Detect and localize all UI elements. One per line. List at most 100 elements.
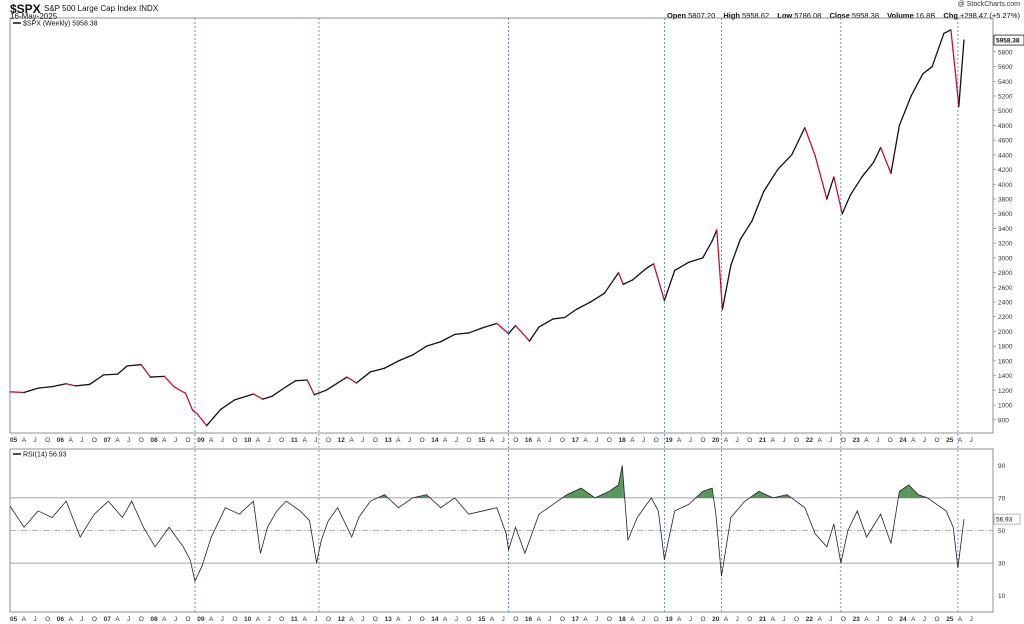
rsi-x-tick-label: O: [420, 616, 425, 623]
price-x-tick-label: A: [583, 437, 588, 444]
price-x-tick-label: A: [771, 437, 776, 444]
rsi-x-tick-label: 18: [619, 616, 627, 623]
price-line-segment: [943, 29, 952, 35]
price-tick-label: 800: [998, 417, 1009, 424]
price-tick-label: 1600: [998, 358, 1013, 365]
rsi-x-tick-label: A: [396, 616, 401, 623]
price-line-segment: [454, 332, 470, 336]
rsi-x-tick-label: 17: [572, 616, 580, 623]
price-x-tick-label: O: [654, 437, 659, 444]
price-x-tick-label: A: [630, 437, 635, 444]
price-x-tick-label: O: [139, 437, 144, 444]
price-line-segment: [898, 95, 912, 127]
price-tick-label: 5600: [998, 64, 1013, 71]
low-value: 5786.08: [794, 11, 822, 20]
price-x-tick-label: O: [560, 437, 565, 444]
price-tick-label: 3000: [998, 255, 1013, 262]
price-tick-label: 5400: [998, 79, 1013, 86]
price-x-tick-label: O: [466, 437, 471, 444]
price-tick-label: 5000: [998, 108, 1013, 115]
rsi-x-tick-label: A: [443, 616, 448, 623]
close-value: 5958.38: [851, 11, 880, 20]
price-x-tick-label: J: [642, 437, 645, 444]
rsi-x-tick-label: A: [349, 616, 354, 623]
rsi-overbought-fill: [908, 484, 919, 498]
price-line-segment: [721, 264, 732, 311]
quote-summary: Open 5807.20 High 5958.62 Low 5786.08 Close…: [661, 11, 1020, 20]
rsi-x-tick-label: 21: [759, 616, 767, 623]
price-line-segment: [841, 194, 851, 215]
price-line-segment: [950, 29, 957, 75]
rsi-overbought-fill: [609, 484, 619, 498]
price-last-value: 5958.38: [996, 38, 1020, 45]
price-x-tick-label: 21: [759, 437, 767, 444]
exchange-code: INDX: [139, 4, 159, 13]
price-line-segment: [880, 146, 892, 174]
price-line-segment: [751, 191, 765, 222]
price-line-segment: [552, 316, 566, 320]
price-x-tick-label: 08: [150, 437, 158, 444]
price-x-tick-label: A: [490, 437, 495, 444]
rsi-x-tick-label: O: [700, 616, 705, 623]
price-line-segment: [645, 263, 655, 269]
price-line-segment: [631, 267, 648, 281]
high-label: High: [723, 11, 741, 20]
rsi-x-tick-label: J: [689, 616, 692, 623]
price-x-tick-label: J: [548, 437, 551, 444]
brand-watermark: @ StockCharts.com: [957, 1, 1020, 8]
price-line-segment: [271, 385, 287, 397]
price-x-tick-label: A: [69, 437, 74, 444]
price-line-segment: [397, 354, 414, 362]
instrument-name: S&P 500 Large Cap Index INDX: [44, 4, 158, 13]
price-x-tick-label: O: [888, 437, 893, 444]
price-tick-label: 1200: [998, 388, 1013, 395]
price-line-segment: [313, 389, 327, 396]
price-line-segment: [538, 318, 554, 328]
price-line-segment: [702, 240, 713, 259]
rsi-tick-label: 50: [998, 528, 1006, 535]
rsi-x-tick-label: 06: [57, 616, 65, 623]
rsi-x-tick-label: 19: [665, 616, 673, 623]
rsi-x-tick-label: O: [888, 616, 893, 623]
price-x-tick-label: O: [373, 437, 378, 444]
price-line-segment: [861, 161, 875, 178]
rsi-x-tick-label: J: [970, 616, 973, 623]
price-line-segment: [102, 373, 119, 376]
rsi-x-tick-label: O: [279, 616, 284, 623]
price-x-tick-label: J: [314, 437, 317, 444]
rsi-x-tick-label: J: [829, 616, 832, 623]
price-line-segment: [369, 367, 386, 373]
price-tick-label: 2400: [998, 300, 1013, 307]
chart-header: $SPX S&P 500 Large Cap Index INDX 16-May…: [10, 0, 1020, 30]
price-x-tick-label: J: [782, 437, 785, 444]
rsi-x-tick-label: J: [595, 616, 598, 623]
rsi-x-tick-label: 22: [806, 616, 814, 623]
price-x-tick-label: O: [794, 437, 799, 444]
price-line-segment: [163, 375, 175, 388]
price-line-segment: [140, 363, 152, 378]
price-x-tick-label: J: [595, 437, 598, 444]
rsi-x-tick-label: O: [139, 616, 144, 623]
rsi-x-tick-label: O: [607, 616, 612, 623]
ticker-symbol: $SPX: [10, 2, 41, 16]
price-line-segment: [496, 322, 510, 335]
price-x-tick-label: A: [349, 437, 354, 444]
rsi-x-tick-label: J: [127, 616, 130, 623]
price-line-segment: [184, 392, 194, 411]
price-line-segment: [575, 301, 592, 311]
price-x-tick-label: 12: [338, 437, 346, 444]
rsi-x-tick-label: O: [186, 616, 191, 623]
price-line-segment: [65, 383, 77, 387]
price-x-tick-label: 17: [572, 437, 580, 444]
instrument-title: S&P 500 Large Cap Index: [44, 4, 137, 13]
price-line-segment: [346, 376, 358, 384]
rsi-x-tick-label: J: [33, 616, 36, 623]
price-x-tick-label: O: [841, 437, 846, 444]
price-x-tick-label: O: [232, 437, 237, 444]
rsi-x-tick-label: O: [560, 616, 565, 623]
change-label: Chg: [943, 11, 958, 20]
price-x-tick-label: A: [162, 437, 167, 444]
price-line-segment: [507, 324, 517, 335]
price-line-segment: [617, 271, 624, 286]
rsi-x-tick-label: O: [841, 616, 846, 623]
